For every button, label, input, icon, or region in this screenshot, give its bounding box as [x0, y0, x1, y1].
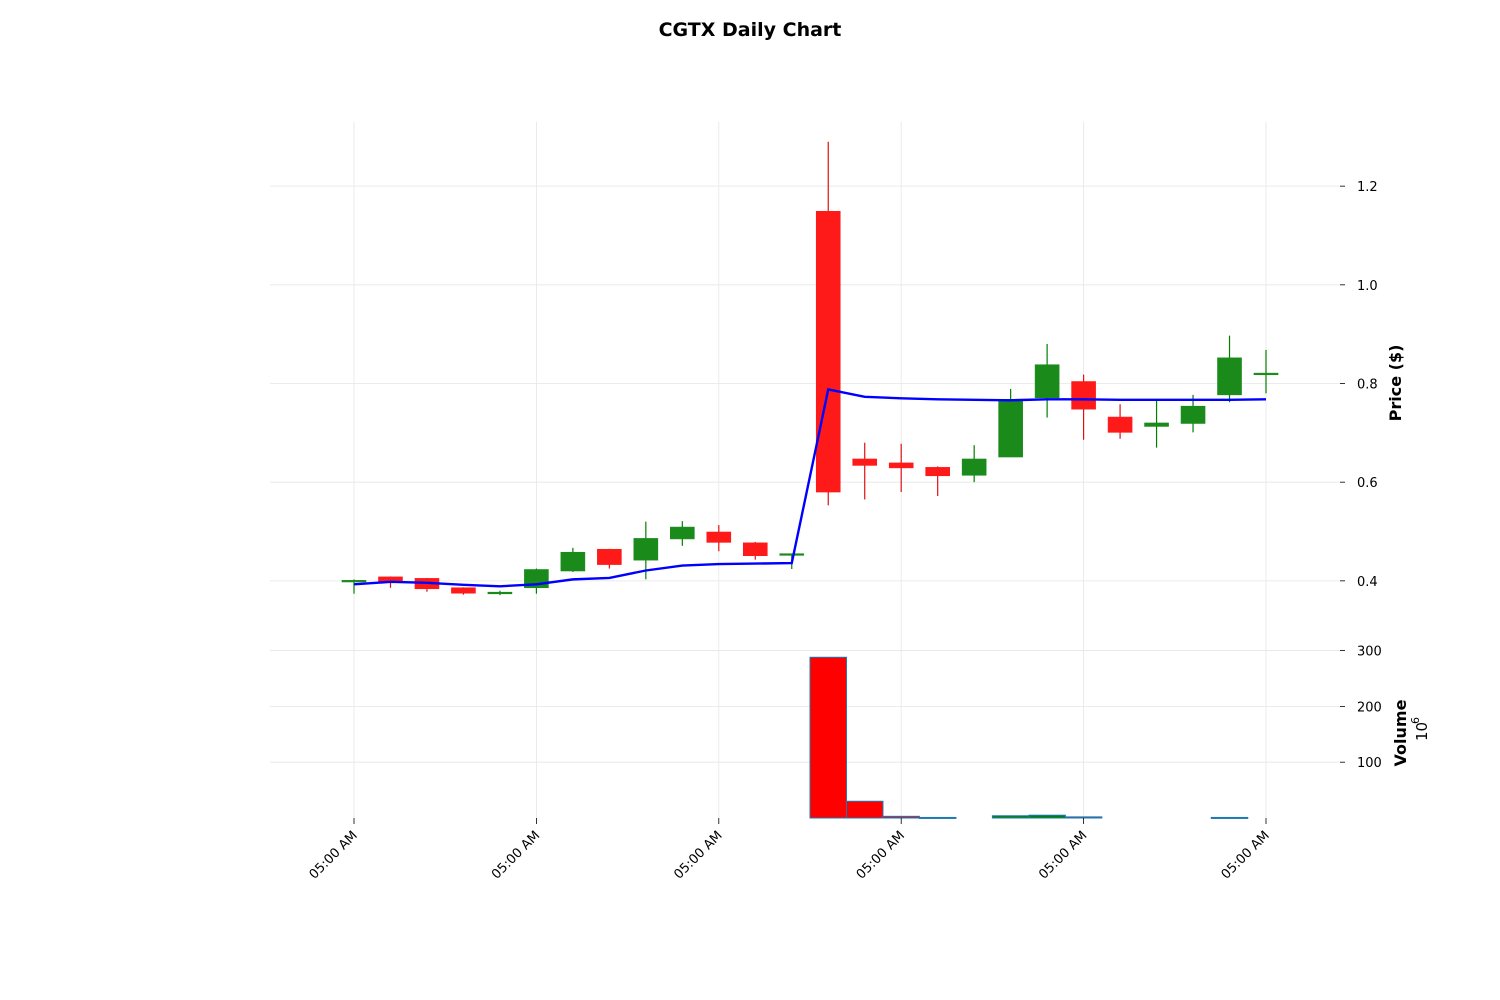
- x-tick-label: 05:00 AM: [854, 828, 908, 882]
- candle-body: [487, 591, 513, 595]
- volume-bar: [845, 800, 884, 819]
- chart-title: CGTX Daily Chart: [659, 19, 842, 41]
- x-tick-label: 05:00 AM: [489, 828, 543, 882]
- price-tick-label: 0.4: [1357, 575, 1378, 590]
- moving-average-line: [353, 388, 1267, 588]
- x-tick-label: 05:00 AM: [671, 828, 725, 882]
- candle-body: [742, 542, 768, 556]
- volume-bars: [809, 656, 1249, 819]
- x-tick-label: 05:00 AM: [307, 828, 361, 882]
- volume-tick-label: 100: [1357, 756, 1382, 771]
- candle-body: [1144, 422, 1169, 427]
- volume-exponent-power: 6: [1409, 717, 1422, 724]
- candle-body: [1217, 357, 1242, 396]
- candle-body: [597, 548, 622, 565]
- candle-body: [560, 551, 586, 572]
- volume-tick-label: 300: [1357, 645, 1382, 660]
- candle-body: [1180, 405, 1206, 424]
- volume-bar: [918, 816, 957, 819]
- x-tick-label: 05:00 AM: [1036, 828, 1090, 882]
- volume-exponent-base: 10: [1413, 722, 1431, 741]
- volume-bar: [882, 815, 920, 819]
- candlesticks: [341, 141, 1279, 596]
- price-tick-label: 1.0: [1357, 279, 1378, 294]
- volume-bar: [1210, 816, 1249, 819]
- candle-body: [852, 458, 878, 466]
- grid-lines: [270, 122, 1340, 818]
- candle-body: [670, 526, 695, 540]
- candle-body: [961, 458, 987, 476]
- price-tick-label: 1.2: [1357, 180, 1378, 195]
- candle-body: [888, 462, 914, 469]
- volume-bar: [1064, 816, 1103, 819]
- candle-body: [451, 587, 476, 594]
- volume-bar: [809, 656, 847, 819]
- candle-body: [341, 580, 367, 583]
- candle-body: [1107, 416, 1133, 433]
- volume-axis-title: Volume: [1391, 699, 1410, 766]
- x-tick-label: 05:00 AM: [1219, 828, 1273, 882]
- candle-body: [998, 398, 1023, 458]
- candle-body: [779, 553, 805, 556]
- price-tick-label: 0.8: [1357, 378, 1378, 393]
- volume-bar: [1028, 814, 1066, 819]
- candle-body: [1071, 381, 1096, 410]
- candle-body: [1034, 364, 1060, 399]
- price-tick-label: 0.6: [1357, 476, 1378, 491]
- candle-body: [1253, 372, 1279, 376]
- candle-body: [815, 211, 841, 493]
- candle-body: [633, 538, 659, 561]
- candle-body: [925, 467, 950, 477]
- volume-tick-label: 200: [1357, 700, 1382, 715]
- volume-exponent-label: 10 6: [1409, 717, 1431, 741]
- volume-bar: [991, 815, 1030, 819]
- price-axis-title: Price ($): [1386, 345, 1405, 422]
- candle-body: [706, 531, 732, 543]
